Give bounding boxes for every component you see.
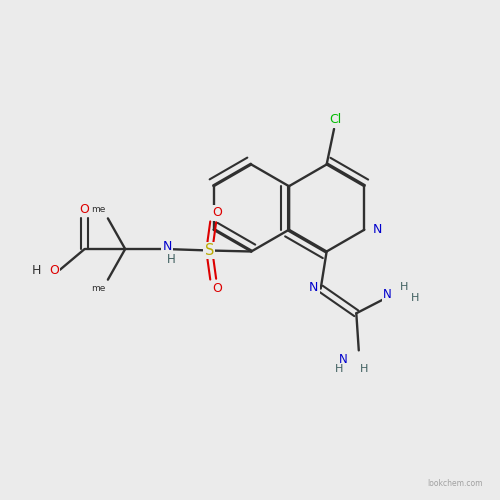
Text: S: S bbox=[204, 243, 214, 258]
Text: N: N bbox=[309, 281, 318, 294]
Text: H: H bbox=[168, 254, 176, 266]
Text: O: O bbox=[212, 282, 222, 294]
Text: H: H bbox=[360, 364, 368, 374]
Text: O: O bbox=[80, 203, 90, 216]
Text: N: N bbox=[339, 353, 348, 366]
Text: O: O bbox=[49, 264, 59, 278]
Text: me: me bbox=[91, 206, 106, 214]
Text: H: H bbox=[335, 364, 343, 374]
Text: N: N bbox=[383, 288, 392, 302]
Text: H: H bbox=[32, 264, 41, 278]
Text: lookchem.com: lookchem.com bbox=[427, 480, 482, 488]
Text: N: N bbox=[373, 223, 382, 236]
Text: N: N bbox=[162, 240, 172, 253]
Text: H: H bbox=[410, 294, 419, 304]
Text: H: H bbox=[400, 282, 408, 292]
Text: me: me bbox=[91, 284, 106, 292]
Text: O: O bbox=[212, 206, 222, 220]
Text: Cl: Cl bbox=[329, 114, 341, 126]
